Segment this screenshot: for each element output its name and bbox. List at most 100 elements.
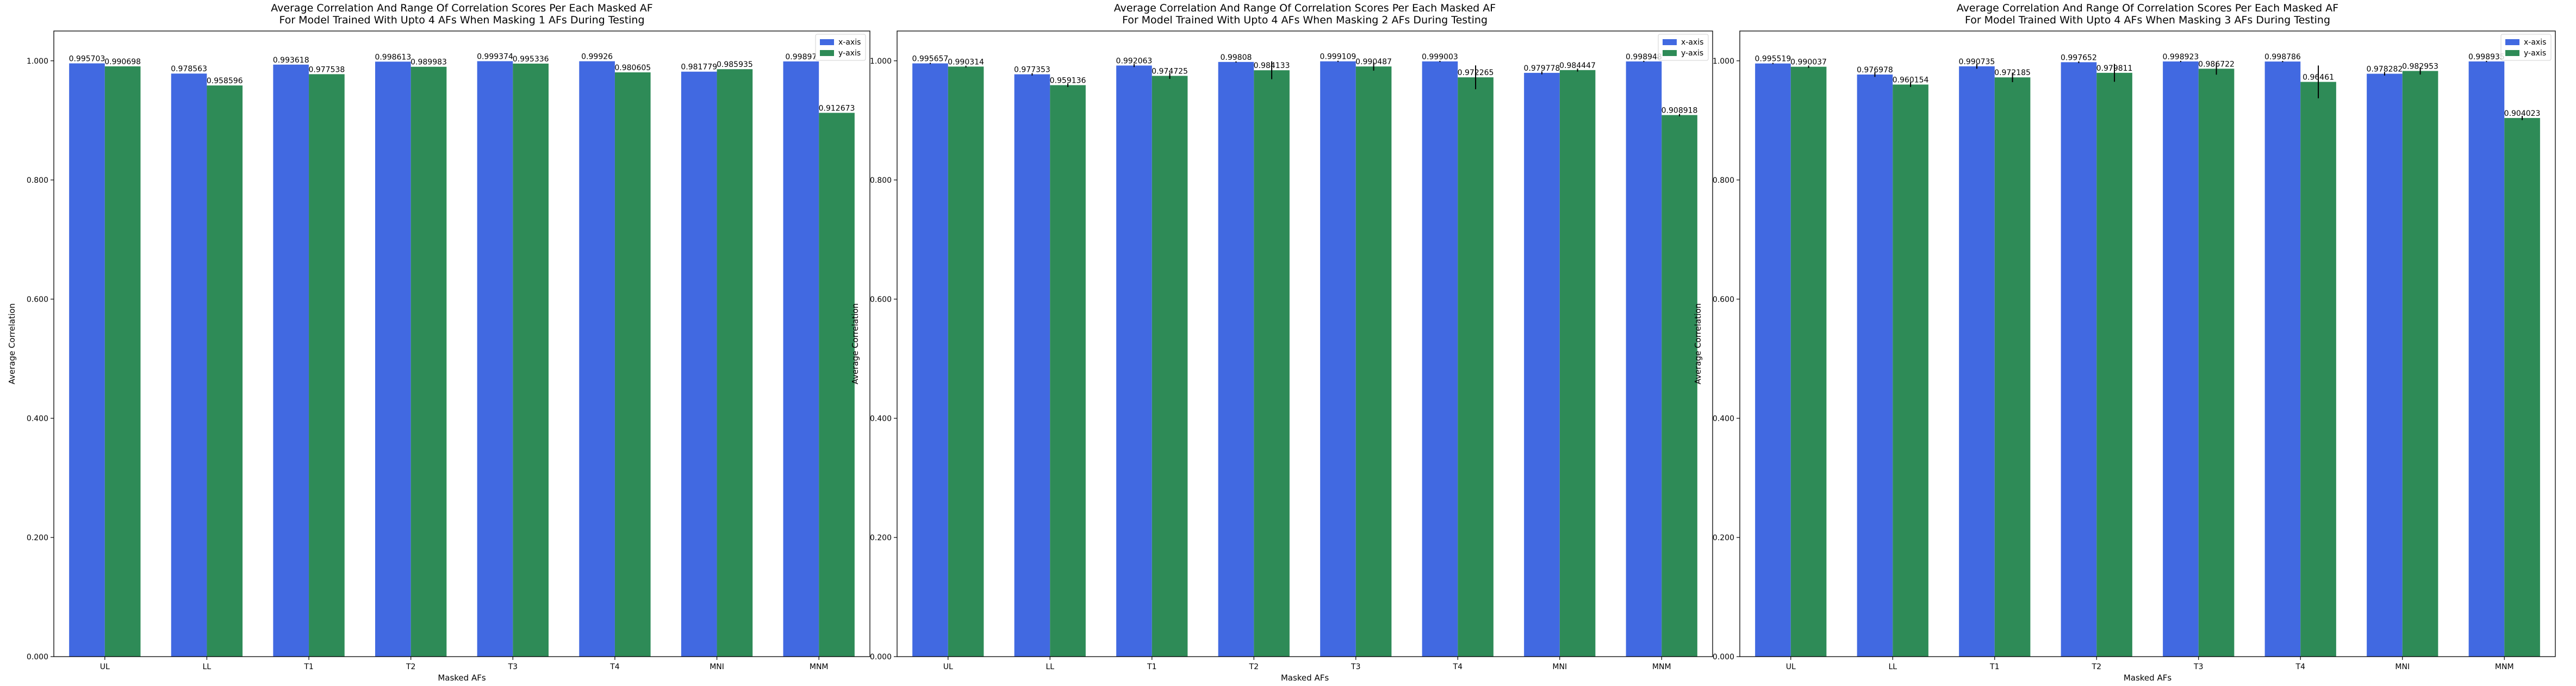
legend-swatch-x-axis <box>2505 39 2519 45</box>
bar-t3-x-axis <box>477 61 513 657</box>
data-label: 0.986722 <box>2198 60 2235 69</box>
bar-t3-y-axis <box>1355 66 1392 657</box>
x-tick-label: T3 <box>508 663 518 671</box>
data-label: 0.998923 <box>2163 53 2199 61</box>
data-label: 0.904023 <box>2504 109 2541 118</box>
x-tick-label: UL <box>943 663 953 671</box>
y-tick-label: 0.000 <box>870 653 892 662</box>
bar-t1-x-axis <box>273 64 309 657</box>
y-tick-label: 0.600 <box>27 295 48 304</box>
plot-frame <box>53 30 870 657</box>
data-label: 0.998613 <box>375 53 411 61</box>
x-tick-label: T4 <box>1453 663 1463 671</box>
x-tick-label: T3 <box>2193 663 2203 671</box>
x-tick-label: MNI <box>2395 663 2410 671</box>
legend: x-axis y-axis <box>2500 34 2552 61</box>
x-tick-label: T2 <box>406 663 415 671</box>
x-tick-label: T4 <box>609 663 620 671</box>
data-label: 0.997652 <box>2061 53 2097 62</box>
data-label: 0.977353 <box>1014 66 1050 75</box>
x-tick-label: T2 <box>2092 663 2101 671</box>
data-label: 0.999003 <box>1422 53 1458 61</box>
bar-mni-y-axis <box>717 69 753 657</box>
bar-mnm-x-axis <box>783 61 819 657</box>
y-tick-label: 0.800 <box>1713 176 1734 185</box>
x-tick-label: T1 <box>303 663 313 671</box>
bar-t1-y-axis <box>309 74 345 657</box>
legend-label: x-axis <box>2524 38 2546 47</box>
data-label: 0.999109 <box>1320 53 1357 61</box>
data-label: 0.979778 <box>1524 64 1560 73</box>
data-label: 0.99897 <box>785 53 817 61</box>
y-tick-label: 0.000 <box>1713 653 1734 662</box>
x-tick-label: MNM <box>810 663 829 671</box>
y-tick-label: 0.400 <box>27 415 48 423</box>
x-tick-label: UL <box>1786 663 1796 671</box>
bar-t2-x-axis <box>2061 62 2097 657</box>
plot-frame <box>1739 30 2556 657</box>
data-label: 0.995703 <box>69 54 105 63</box>
bar-ll-y-axis <box>207 85 243 657</box>
chart-panel-1: Average Correlation And Range Of Correla… <box>7 2 870 683</box>
data-label: 0.982953 <box>2402 62 2438 71</box>
data-label: 0.990314 <box>948 58 984 66</box>
data-label: 0.960154 <box>1893 76 1929 84</box>
data-label: 0.908918 <box>1662 107 1698 115</box>
y-tick-label: 0.800 <box>870 176 892 185</box>
data-label: 0.958596 <box>207 77 243 85</box>
bar-t3-y-axis <box>513 63 549 657</box>
y-tick-label: 0.200 <box>27 534 48 542</box>
bar-ul-y-axis <box>948 66 984 657</box>
bar-ul-x-axis <box>912 63 948 657</box>
data-label: 0.959136 <box>1050 77 1086 85</box>
data-label: 0.96461 <box>2303 73 2334 82</box>
bar-mnm-x-axis <box>1626 61 1662 657</box>
y-tick-label: 0.200 <box>1713 534 1734 542</box>
y-tick-label: 0.200 <box>870 534 892 542</box>
x-tick-label: T4 <box>2295 663 2306 671</box>
legend: x-axis y-axis <box>1658 34 1709 61</box>
chart-panel-2: Average Correlation And Range Of Correla… <box>850 2 1713 683</box>
data-label: 0.989983 <box>410 58 447 67</box>
legend-swatch-y-axis <box>820 50 834 56</box>
data-label: 0.984133 <box>1254 61 1290 70</box>
y-tick-label: 0.400 <box>870 415 892 423</box>
legend-swatch-y-axis <box>1663 50 1677 56</box>
data-label: 0.998948 <box>1626 53 1662 61</box>
legend-label: x-axis <box>838 38 861 47</box>
data-label: 0.979811 <box>2096 64 2133 73</box>
legend-swatch-x-axis <box>820 39 834 45</box>
x-tick-label: LL <box>1888 663 1897 671</box>
bar-t4-x-axis <box>2264 61 2301 657</box>
bar-mni-y-axis <box>2402 71 2438 657</box>
y-axis-label: Average Correlation <box>850 303 860 384</box>
bar-mni-y-axis <box>1559 70 1596 657</box>
bar-t4-x-axis <box>579 61 615 657</box>
data-label: 0.998935 <box>2468 53 2505 61</box>
data-label: 0.990698 <box>104 58 141 66</box>
legend-label: y-axis <box>2524 49 2546 58</box>
bar-ll-x-axis <box>1857 74 1893 657</box>
bar-ul-x-axis <box>1755 63 1791 657</box>
data-label: 0.995336 <box>513 55 549 64</box>
bar-t4-x-axis <box>1422 61 1458 657</box>
data-label: 0.974725 <box>1152 67 1188 76</box>
bar-mnm-y-axis <box>1662 115 1697 657</box>
bar-mnm-y-axis <box>2504 118 2540 657</box>
bar-t4-y-axis <box>2300 82 2336 657</box>
y-axis-label: Average Correlation <box>1693 303 1703 384</box>
bar-t4-y-axis <box>614 72 651 657</box>
x-tick-label: T2 <box>1249 663 1259 671</box>
legend-label: x-axis <box>1681 38 1703 47</box>
data-label: 0.990037 <box>1790 58 1827 67</box>
data-label: 0.984447 <box>1559 61 1596 70</box>
y-tick-label: 1.000 <box>27 57 48 66</box>
y-tick-label: 0.800 <box>27 176 48 185</box>
y-tick-label: 1.000 <box>870 57 892 66</box>
data-label: 0.999374 <box>477 52 513 61</box>
bar-t1-y-axis <box>1152 76 1188 657</box>
data-label: 0.981779 <box>681 63 717 72</box>
data-label: 0.995519 <box>1755 55 1791 64</box>
legend-label: y-axis <box>838 49 861 58</box>
